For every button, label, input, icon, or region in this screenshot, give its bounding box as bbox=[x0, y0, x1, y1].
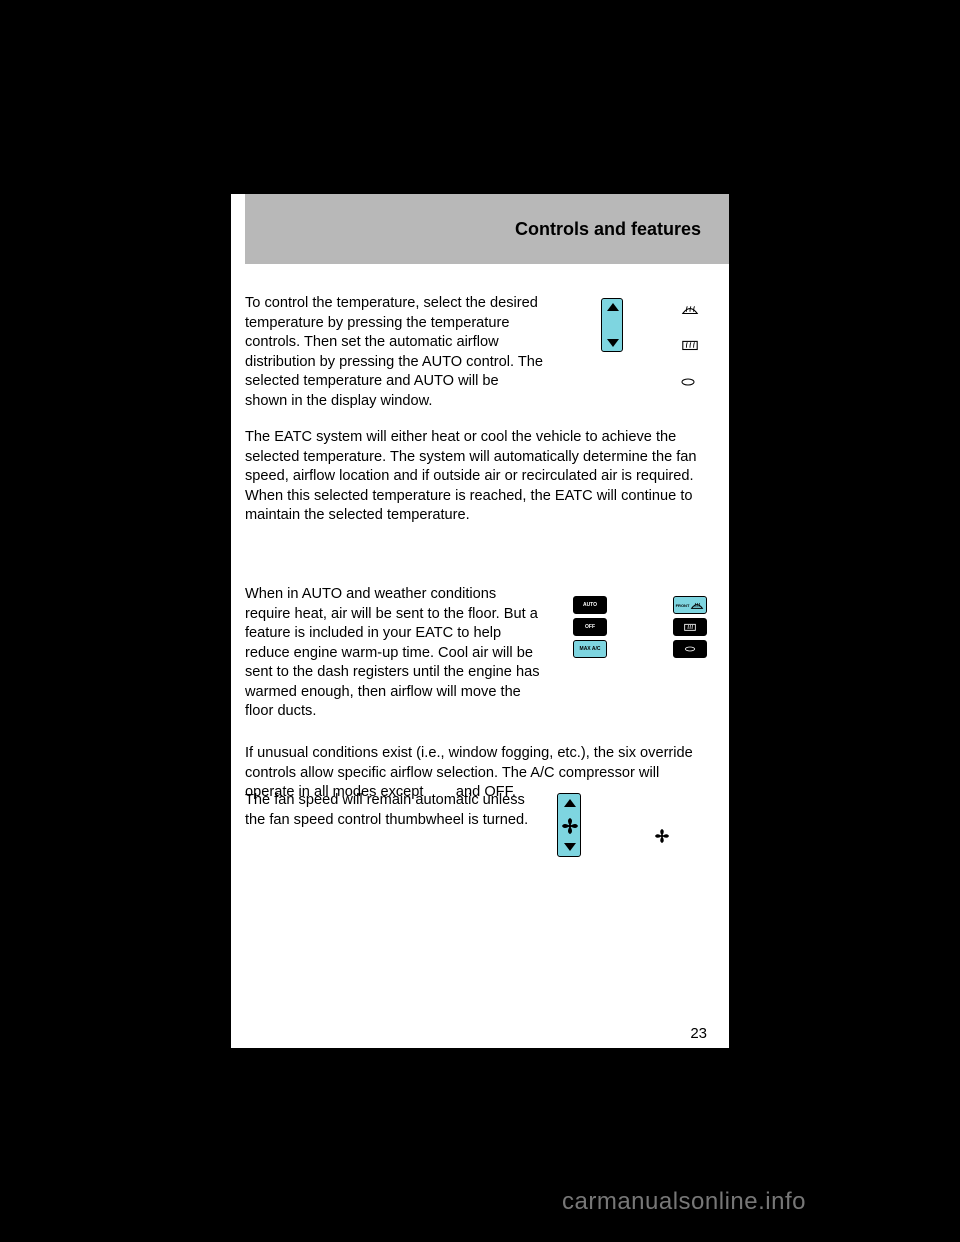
floor-icon bbox=[681, 374, 695, 384]
paragraph-1b: The EATC system will either heat or cool… bbox=[245, 428, 715, 526]
diagram-temperature-controls bbox=[571, 294, 721, 424]
paragraph-4: The fan speed will remain automatic unle… bbox=[245, 791, 543, 830]
front-defrost-button: FRONT bbox=[673, 596, 707, 614]
manual-page: Controls and features To control the tem… bbox=[231, 194, 729, 1048]
diagram-fan-controls bbox=[551, 789, 701, 879]
fan-up-icon bbox=[564, 799, 576, 807]
rear-defrost-icon bbox=[683, 623, 697, 631]
paragraph-3-line1: If unusual conditions exist (i.e., windo… bbox=[245, 745, 693, 781]
front-button-label: FRONT bbox=[676, 603, 690, 608]
max-ac-button-label: MAX A/C bbox=[580, 647, 601, 652]
paragraph-2: When in AUTO and weather conditions requ… bbox=[245, 585, 543, 722]
rear-defrost-icon bbox=[681, 338, 699, 350]
auto-button-label: AUTO bbox=[583, 602, 597, 608]
defrost-icon bbox=[690, 601, 704, 609]
defrost-icon bbox=[681, 302, 699, 314]
section-header: Controls and features bbox=[245, 194, 729, 264]
diagram-mode-buttons: AUTO OFF MAX A/C FRONT bbox=[533, 586, 723, 672]
temperature-rocker bbox=[601, 298, 623, 352]
off-button-label: OFF bbox=[585, 624, 595, 630]
temp-up-icon bbox=[607, 303, 619, 311]
off-button: OFF bbox=[573, 618, 607, 636]
fan-icon-small bbox=[655, 829, 669, 843]
watermark: carmanualsonline.info bbox=[562, 1188, 806, 1216]
max-ac-button: MAX A/C bbox=[573, 640, 607, 658]
temp-down-icon bbox=[607, 339, 619, 347]
floor-icon bbox=[683, 645, 697, 653]
rear-defrost-button bbox=[673, 618, 707, 636]
paragraph-1a: To control the temperature, select the d… bbox=[245, 294, 543, 411]
fan-speed-rocker bbox=[557, 793, 581, 857]
page-number: 23 bbox=[690, 1025, 707, 1042]
auto-button: AUTO bbox=[573, 596, 607, 614]
floor-button bbox=[673, 640, 707, 658]
fan-icon bbox=[562, 818, 578, 834]
section-title: Controls and features bbox=[515, 219, 701, 240]
fan-down-icon bbox=[564, 843, 576, 851]
